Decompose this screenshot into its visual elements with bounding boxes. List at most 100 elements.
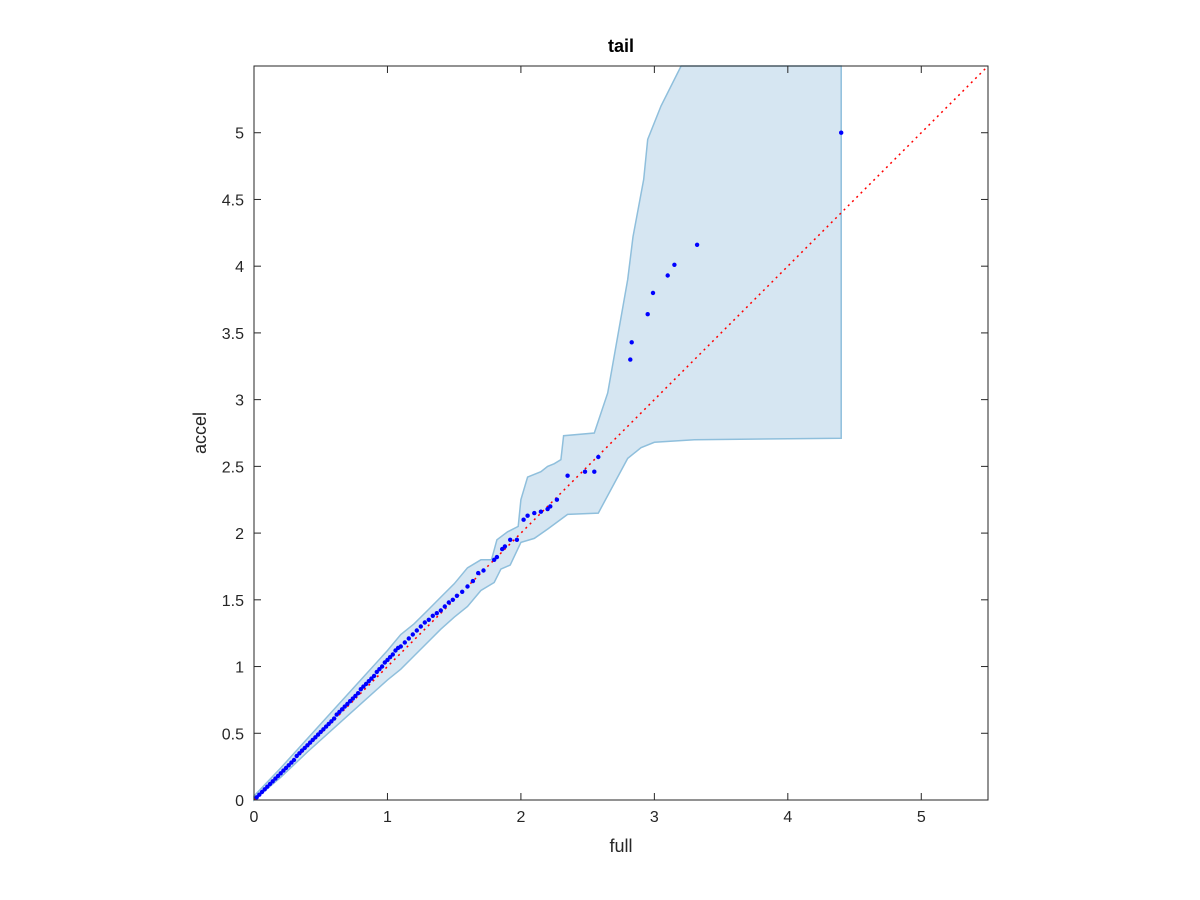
data-point xyxy=(532,510,537,516)
data-point xyxy=(470,578,476,584)
data-point xyxy=(313,735,318,740)
data-point xyxy=(492,557,497,562)
data-point xyxy=(650,290,656,296)
data-point xyxy=(582,469,588,474)
y-tick-label: 0 xyxy=(235,793,244,810)
data-point xyxy=(438,608,443,613)
x-axis-label: full xyxy=(609,836,632,856)
y-tick-label: 0.5 xyxy=(222,726,244,743)
x-tick-label: 5 xyxy=(917,809,926,826)
data-point xyxy=(402,640,407,645)
data-point xyxy=(460,589,465,594)
data-point xyxy=(565,473,570,478)
data-point xyxy=(294,753,299,759)
data-point xyxy=(286,763,291,768)
data-point xyxy=(305,743,310,748)
data-point xyxy=(259,789,265,795)
data-point xyxy=(387,655,393,660)
data-point xyxy=(422,620,427,625)
data-point xyxy=(426,617,431,622)
y-tick-label: 2 xyxy=(235,526,244,543)
data-point xyxy=(665,273,670,278)
y-tick-label: 2.5 xyxy=(222,459,244,476)
x-tick-label: 2 xyxy=(516,809,525,826)
data-point xyxy=(267,781,273,787)
confidence-band-layer xyxy=(253,65,842,802)
data-point xyxy=(481,568,486,573)
data-point xyxy=(329,719,334,724)
data-point xyxy=(398,644,403,649)
data-point xyxy=(270,779,275,784)
y-tick-label: 1.5 xyxy=(222,593,244,610)
data-point xyxy=(450,597,455,602)
data-point xyxy=(414,628,419,633)
x-tick-label: 1 xyxy=(383,809,392,826)
data-point xyxy=(355,691,361,696)
data-point xyxy=(371,673,377,679)
y-axis-label: accel xyxy=(190,412,210,454)
data-point xyxy=(418,624,423,629)
y-axis: 0 0.5 1 1.5 2 2.5 3 3.5 4 4.5 5 xyxy=(222,126,988,810)
chart-title: tail xyxy=(608,36,634,56)
data-point xyxy=(645,312,650,317)
data-point xyxy=(342,704,347,709)
x-tick-label: 0 xyxy=(250,809,259,826)
data-point xyxy=(390,652,395,657)
reference-line-layer xyxy=(253,65,989,801)
data-point xyxy=(694,242,700,247)
data-point xyxy=(406,636,411,641)
data-point xyxy=(265,784,270,789)
data-point xyxy=(628,357,633,362)
confidence-band xyxy=(253,65,842,802)
data-point xyxy=(592,469,597,474)
data-point xyxy=(278,771,283,776)
data-point xyxy=(596,454,601,460)
x-axis: 0 1 2 3 4 5 xyxy=(250,66,926,826)
y-tick-label: 4 xyxy=(235,259,244,276)
data-point xyxy=(369,676,374,681)
data-point xyxy=(548,504,553,509)
data-point xyxy=(363,681,369,687)
y-tick-label: 4.5 xyxy=(222,192,244,209)
data-point xyxy=(434,611,439,616)
data-point xyxy=(545,506,550,512)
data-point xyxy=(345,701,350,707)
data-point xyxy=(525,513,530,518)
data-point xyxy=(410,632,415,637)
data-point xyxy=(521,517,526,522)
x-tick-label: 4 xyxy=(783,809,792,826)
data-point xyxy=(361,684,366,689)
data-point xyxy=(629,340,634,345)
data-point xyxy=(283,765,289,771)
data-point xyxy=(454,593,460,598)
reference-line xyxy=(253,65,989,801)
y-tick-label: 3 xyxy=(235,393,244,410)
data-point xyxy=(430,613,435,618)
data-point xyxy=(334,712,339,717)
data-point xyxy=(331,716,337,721)
data-point xyxy=(508,537,513,542)
data-point xyxy=(321,727,326,732)
scatter-points-layer xyxy=(254,130,844,800)
data-point xyxy=(302,745,307,751)
data-point xyxy=(446,600,451,605)
data-point xyxy=(514,537,520,542)
data-point xyxy=(500,546,505,552)
data-point xyxy=(672,262,677,267)
data-point xyxy=(476,570,481,576)
data-point xyxy=(839,130,844,135)
y-tick-label: 1 xyxy=(235,660,244,677)
data-point xyxy=(554,497,560,502)
data-point xyxy=(538,509,544,514)
y-tick-label: 5 xyxy=(235,126,244,143)
data-point xyxy=(442,604,447,609)
data-point xyxy=(275,773,281,779)
data-point xyxy=(379,664,385,669)
data-point xyxy=(257,792,262,797)
data-point xyxy=(465,584,470,589)
x-tick-label: 3 xyxy=(650,809,659,826)
data-point xyxy=(291,757,297,763)
axes-box xyxy=(253,65,989,801)
data-point xyxy=(377,667,382,672)
